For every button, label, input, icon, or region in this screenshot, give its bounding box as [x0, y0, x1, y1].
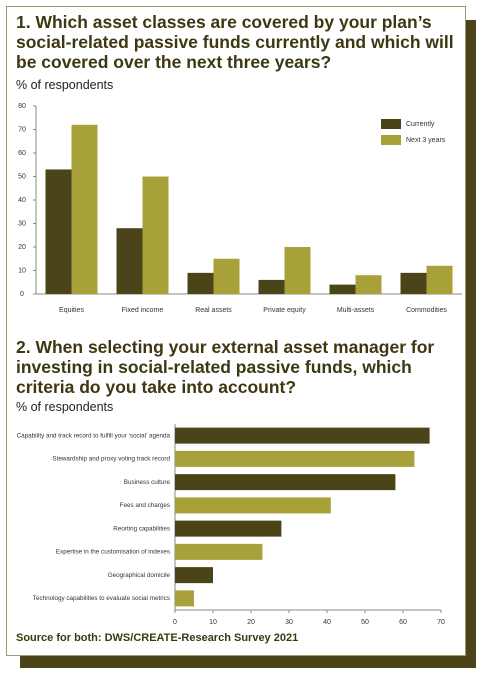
x-tick-label: Equities — [59, 307, 84, 314]
chart-title: 1. Which asset classes are covered by yo… — [16, 12, 454, 72]
bar — [213, 258, 240, 294]
subtitle: % of respondents — [16, 400, 114, 414]
bar — [71, 124, 98, 294]
y-tick-label: 0 — [20, 291, 24, 298]
bar — [400, 272, 427, 294]
bar — [175, 497, 331, 514]
source: Source for both: DWS/CREATE-Research Sur… — [16, 632, 299, 644]
y-tick-label: Expertise in the customisation of indexe… — [56, 549, 170, 556]
bar — [45, 169, 72, 294]
bar — [426, 265, 453, 294]
bar — [175, 543, 263, 560]
y-tick-label: 50 — [18, 173, 26, 180]
x-tick-label: Fixed income — [122, 307, 164, 314]
y-tick-label: Reorting capabilities — [113, 525, 170, 532]
bar — [142, 176, 169, 294]
y-tick-label: 60 — [18, 150, 26, 157]
x-tick-label: 20 — [247, 619, 255, 626]
bar — [116, 228, 143, 294]
legend-label: Currently — [406, 121, 435, 128]
x-tick-label: 60 — [399, 619, 407, 626]
x-tick-label: 50 — [361, 619, 369, 626]
y-tick-label: 40 — [18, 197, 26, 204]
y-tick-label: Geographical domicile — [108, 572, 171, 579]
x-tick-label: Private equity — [263, 307, 306, 314]
x-tick-label: Commodities — [406, 307, 447, 314]
bar — [258, 279, 285, 294]
y-tick-label: 10 — [18, 267, 26, 274]
legend-swatch — [381, 119, 401, 129]
y-tick-label: Fees and charges — [120, 502, 170, 509]
subtitle: % of respondents — [16, 78, 114, 92]
legend-label: Next 3 years — [406, 137, 446, 144]
bar — [175, 520, 282, 537]
bar — [175, 474, 396, 491]
bar — [187, 272, 214, 294]
bar — [329, 284, 356, 294]
x-tick-label: 40 — [323, 619, 331, 626]
bar — [175, 427, 430, 444]
bar — [175, 450, 415, 467]
bar — [175, 567, 213, 584]
x-tick-label: Real assets — [195, 307, 232, 314]
y-tick-label: Business culture — [124, 479, 171, 486]
y-tick-label: Capability and track record to fulfill y… — [17, 432, 171, 439]
y-tick-label: 80 — [18, 103, 26, 110]
bar — [175, 590, 194, 607]
x-tick-label: 10 — [209, 619, 217, 626]
legend-swatch — [381, 135, 401, 145]
y-tick-label: Technology capabilities to evaluate soci… — [33, 595, 170, 602]
x-tick-label: 70 — [437, 619, 445, 626]
y-tick-label: 20 — [18, 244, 26, 251]
y-tick-label: 70 — [18, 126, 26, 133]
bar — [284, 247, 311, 294]
bar — [355, 275, 382, 294]
x-tick-label: Multi-assets — [337, 307, 375, 314]
y-tick-label: Stewardship and proxy voting track recor… — [52, 456, 170, 463]
chart-title: 2. When selecting your external asset ma… — [16, 337, 435, 397]
x-tick-label: 0 — [173, 619, 177, 626]
y-tick-label: 30 — [18, 220, 26, 227]
x-tick-label: 30 — [285, 619, 293, 626]
